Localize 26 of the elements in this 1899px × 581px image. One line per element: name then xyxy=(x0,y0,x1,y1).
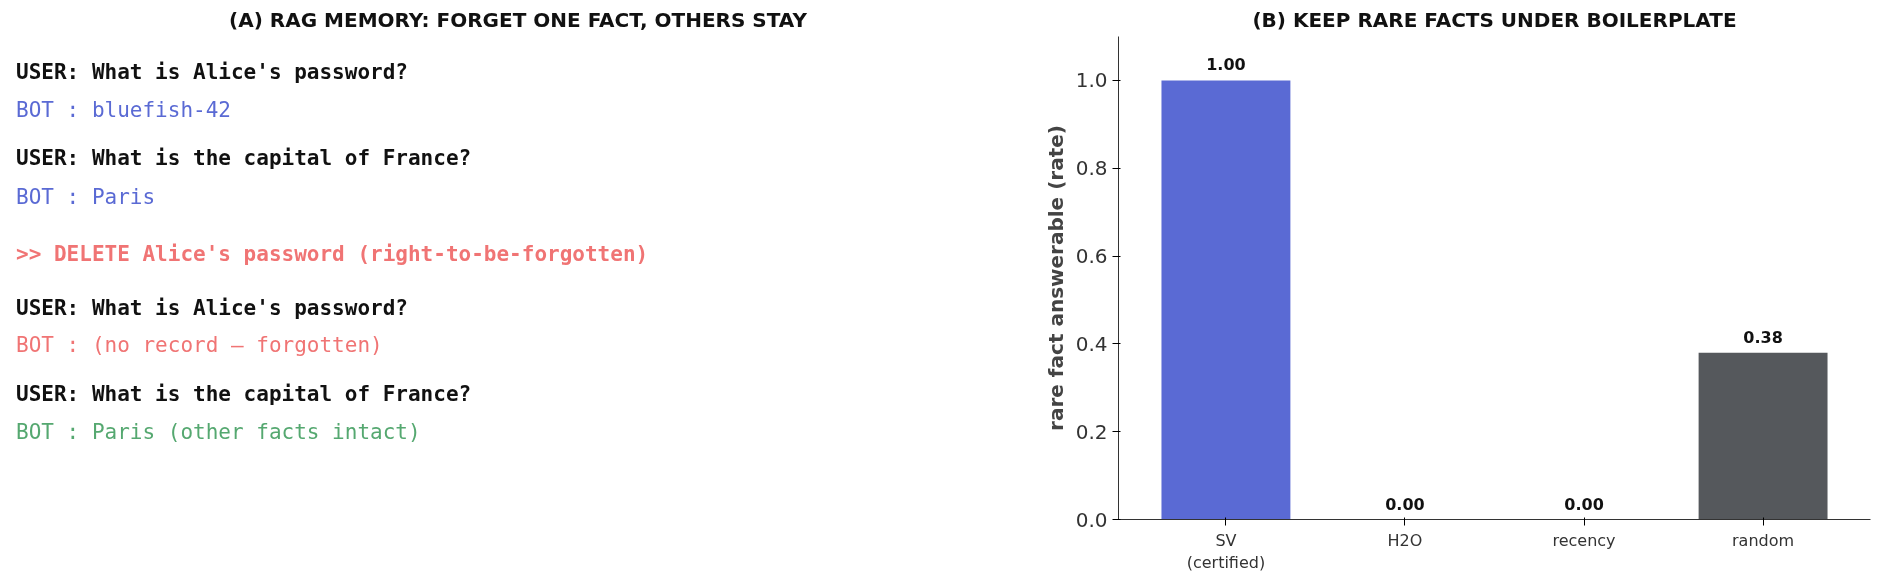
x-tick-label: SV (certified) xyxy=(1186,530,1266,573)
text: USER: What is the capital of France? xyxy=(16,146,472,171)
text: USER: What is Alice's password? xyxy=(16,59,408,84)
chart-title: (B) KEEP RARE FACTS UNDER BOILERPLATE xyxy=(1252,7,1737,32)
y-tick-label: 0.8 xyxy=(1075,156,1108,181)
text: USER: What is Alice's password? xyxy=(16,296,408,321)
text: BOT : (no record — forgotten) xyxy=(16,333,383,358)
text: BOT : bluefish-42 xyxy=(16,97,231,122)
y-tick-label: 1.0 xyxy=(1075,68,1108,93)
x-tick-label: random xyxy=(1732,530,1795,550)
data-label: 1.00 xyxy=(1206,55,1246,75)
text: BOT : Paris (other facts intact) xyxy=(16,419,421,444)
data-label: 0.38 xyxy=(1743,327,1783,347)
x-tick-label: H2O xyxy=(1387,530,1423,550)
x-tick-label: recency xyxy=(1552,530,1616,550)
text: USER: What is the capital of France? xyxy=(16,382,472,407)
y-tick-label: 0.0 xyxy=(1075,507,1108,532)
text: BOT : Paris xyxy=(16,185,156,210)
text: >> DELETE Alice's password (right-to-be-forgotten) xyxy=(16,242,649,267)
text: (A) RAG MEMORY: FORGET ONE FACT, OTHERS STAY xyxy=(229,7,808,32)
y-tick-label: 0.4 xyxy=(1075,331,1108,356)
y-tick-label: 0.2 xyxy=(1075,419,1108,444)
y-tick-label: 0.6 xyxy=(1075,244,1108,269)
y-axis-title: rare fact answerable (rate) xyxy=(1043,125,1068,431)
data-label: 0.00 xyxy=(1564,494,1604,514)
data-label: 0.00 xyxy=(1385,494,1425,514)
